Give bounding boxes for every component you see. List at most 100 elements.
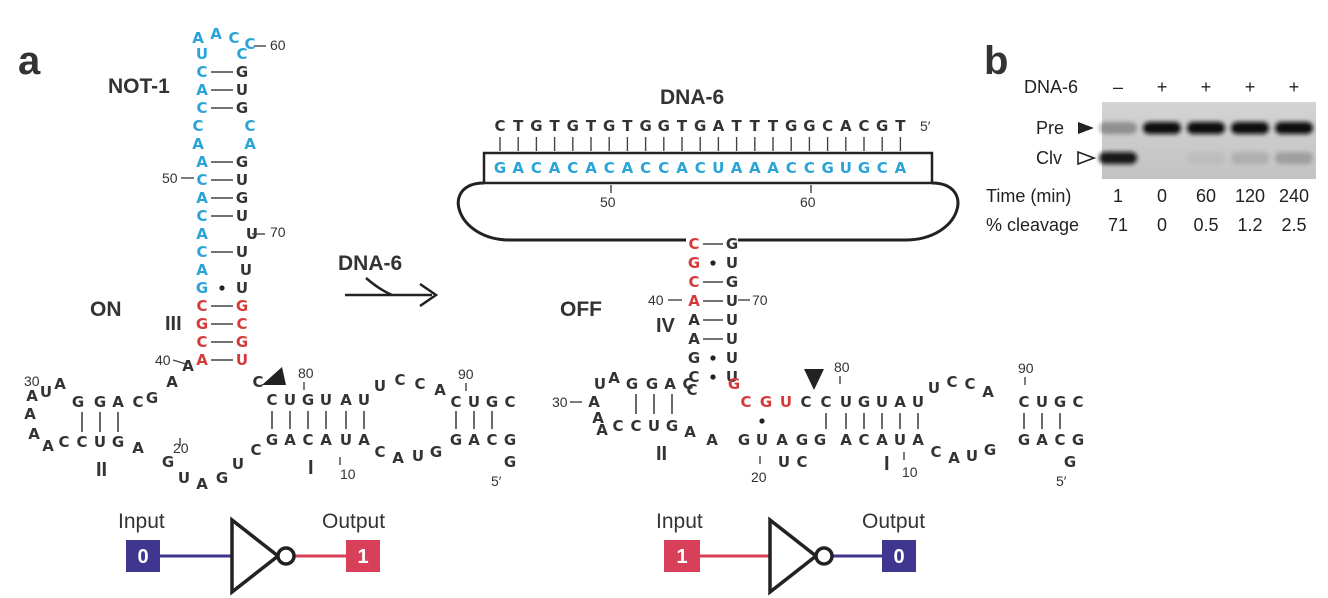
r-stemI-top-12: U <box>1036 393 1048 411</box>
nt-r-right-5: U <box>726 330 738 348</box>
nt-r-right-0: G <box>726 235 738 253</box>
r-stemII-top-0: U <box>594 375 606 393</box>
gel-lane-0: – <box>1113 77 1123 97</box>
stemI-top-13: C <box>504 393 515 411</box>
r-stemI-bot-2: C <box>858 431 869 449</box>
rna-nt-20: G <box>858 159 870 177</box>
dna-nt-9: G <box>658 117 670 135</box>
rna-nt-4: C <box>567 159 578 177</box>
r-stemII-bot-3: U <box>648 417 660 435</box>
dna-nt-21: G <box>876 117 888 135</box>
nt-r-left-4: A <box>688 311 700 329</box>
stemII-bot-1: C <box>58 433 69 451</box>
nucleotide: A <box>210 25 222 43</box>
nt-left-7: C <box>196 171 207 189</box>
nucleotide: A <box>588 393 600 411</box>
rna-nt-22: A <box>895 159 907 177</box>
gate-input-label-right: Input <box>656 510 703 533</box>
nt-right-14: G <box>236 297 248 315</box>
r-stemI-top-5: A <box>894 393 906 411</box>
dna-nt-10: T <box>677 117 688 135</box>
nt-right-3: G <box>236 99 248 117</box>
band-clv-2 <box>1187 152 1225 164</box>
pos-10: 10 <box>340 466 356 482</box>
rna-nt-12: U <box>712 159 724 177</box>
nt-right-13: U <box>236 279 248 297</box>
nucleotide: A <box>192 29 204 47</box>
band-pre-4 <box>1275 122 1313 134</box>
nt-r-left-2: C <box>688 273 699 291</box>
not-gate-left: Input Output 0 1 <box>118 510 385 596</box>
r-stemI-top-11: C <box>1018 393 1029 411</box>
nt-right-15: C <box>236 315 247 333</box>
stemII-top-3: G <box>94 393 106 411</box>
r-stemII-bot-4: G <box>666 417 678 435</box>
cleavage-3: 1.2 <box>1237 215 1262 235</box>
stemII-top-4: A <box>112 393 124 411</box>
hybrid-box <box>482 151 934 185</box>
stem-III-label: III <box>165 313 182 335</box>
band-clv-0 <box>1099 152 1137 164</box>
pos-80-right: 80 <box>834 359 850 375</box>
input-box-left <box>126 540 160 572</box>
nucleotide: C <box>250 441 261 459</box>
r-stemI-top-6: U <box>912 393 924 411</box>
dna-rna-pairs <box>499 137 902 151</box>
gel-lane-2: + <box>1201 77 1212 97</box>
pos-10-right: 10 <box>902 464 918 480</box>
cleavage-4: 2.5 <box>1281 215 1306 235</box>
output-box-left <box>346 540 380 572</box>
nt-right-1: G <box>236 63 248 81</box>
r-stemI-bot-4: U <box>894 431 906 449</box>
nt-right-9: U <box>236 207 248 225</box>
stemI-top-9: A <box>434 381 446 399</box>
band-pre-3 <box>1231 122 1269 134</box>
nt-right-17: U <box>236 351 248 369</box>
nucleotide: A <box>196 475 208 493</box>
r-core-1: G <box>738 431 750 449</box>
nt-right-12: U <box>240 261 252 279</box>
dna-nt-6: G <box>603 117 615 135</box>
cleavage-1: 0 <box>1157 215 1167 235</box>
cleavage-0: 71 <box>1108 215 1128 235</box>
dna-nt-18: C <box>822 117 833 135</box>
stem-I-label-right: I <box>884 453 890 475</box>
rna-nt-19: U <box>840 159 852 177</box>
dna-nt-16: G <box>785 117 797 135</box>
r-stemI-bot-0: G <box>814 431 826 449</box>
stem-II-label-right: II <box>656 443 667 465</box>
output-box-right <box>882 540 916 572</box>
pos-30: 30 <box>24 373 40 389</box>
gate-input-label-left: Input <box>118 510 165 533</box>
cleavage-2: 0.5 <box>1193 215 1218 235</box>
pos-70-right: 70 <box>752 292 768 308</box>
stemI-bot-8: U <box>412 447 424 465</box>
r-stemI-top-10: A <box>982 383 994 401</box>
rna-nt-5: A <box>585 159 597 177</box>
r-stemI-top-9: C <box>964 375 975 393</box>
dna-nt-2: G <box>530 117 542 135</box>
r-stemI-bot-13: G <box>1072 431 1084 449</box>
dna-nt-13: T <box>731 117 742 135</box>
dna-nt-11: G <box>694 117 706 135</box>
inverter-triangle-left <box>230 516 281 596</box>
gel-lane-3: + <box>1245 77 1256 97</box>
nt-right-6: G <box>236 153 248 171</box>
r-stemII-bot-1: C <box>612 417 623 435</box>
nucleotide: A <box>166 373 178 391</box>
stemI-top-0: C <box>266 391 277 409</box>
stemII-bot-5: A <box>132 439 144 457</box>
on-state-label: ON <box>90 298 122 321</box>
pos-60: 60 <box>270 37 286 53</box>
stemI-top-1: U <box>284 391 296 409</box>
rna-nt-9: C <box>658 159 669 177</box>
r-stemII-top-5: C <box>682 375 693 393</box>
stemI-bot-6: C <box>374 443 385 461</box>
pos-40-right: 40 <box>648 292 664 308</box>
stem-II-label-left: II <box>96 459 107 481</box>
stemI-top-5: U <box>358 391 370 409</box>
stemI-top-6: U <box>374 377 386 395</box>
